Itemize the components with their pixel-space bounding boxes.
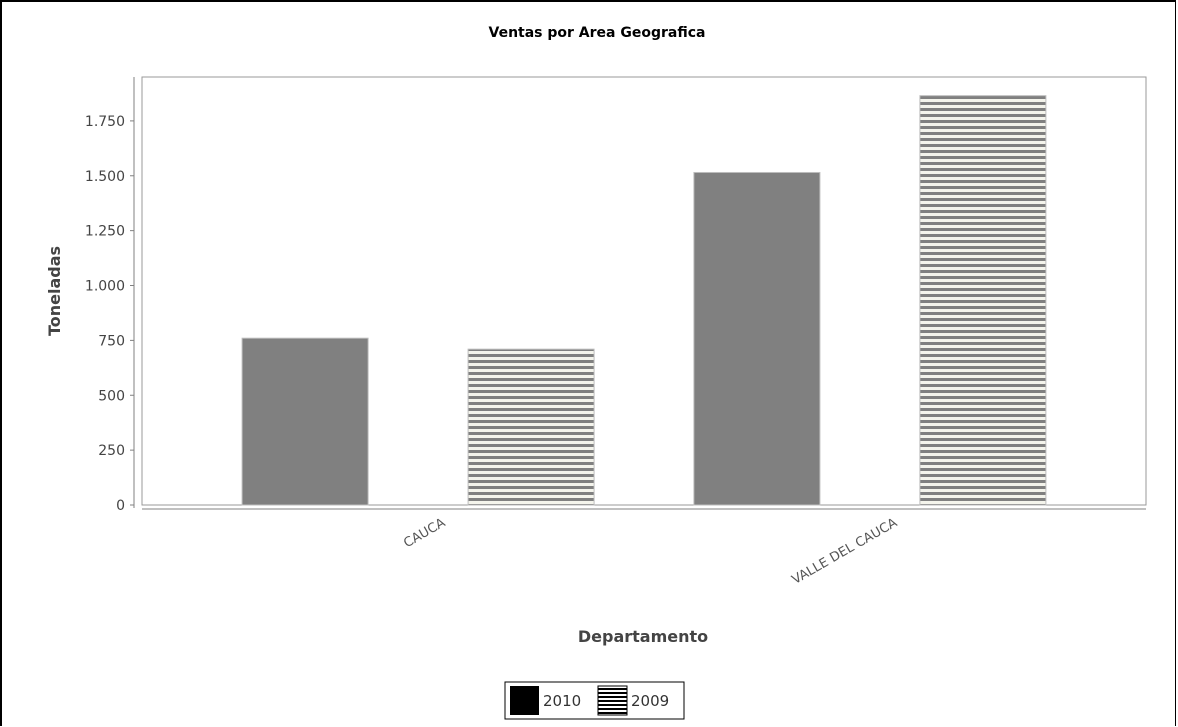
y-tick-label: 750 [98,333,125,349]
bar-2009-valle-del-cauca [919,95,1047,506]
y-tick-label: 1.750 [85,114,125,130]
bar-2010-cauca [241,337,369,506]
y-tick-label: 500 [98,388,125,404]
chart-title: Ventas por Area Geografica [489,25,706,41]
bar-2010-valle-del-cauca [693,171,821,506]
y-axis: 0 250 500 750 1.000 1.250 1.500 1.750 [85,77,135,514]
bar-2009-cauca [467,348,595,506]
x-tick-label: VALLE DEL CAUCA [789,515,900,587]
x-tick-label: CAUCA [401,515,448,551]
y-tick-label: 0 [116,498,125,514]
y-tick-label: 250 [98,443,125,459]
legend-label-2009: 2009 [631,692,669,710]
legend: 2010 2009 [504,681,685,720]
bars [241,95,1047,506]
y-tick-label: 1.000 [85,279,125,295]
x-axis-label: Departamento [578,627,708,646]
y-axis-label: Toneladas [45,246,64,336]
x-tick-labels: CAUCA VALLE DEL CAUCA [401,515,900,587]
legend-swatch-2009 [597,685,628,716]
legend-label-2010: 2010 [543,692,581,710]
legend-swatch-2010 [510,686,539,715]
y-tick-label: 1.500 [85,169,125,185]
y-tick-label: 1.250 [85,224,125,240]
